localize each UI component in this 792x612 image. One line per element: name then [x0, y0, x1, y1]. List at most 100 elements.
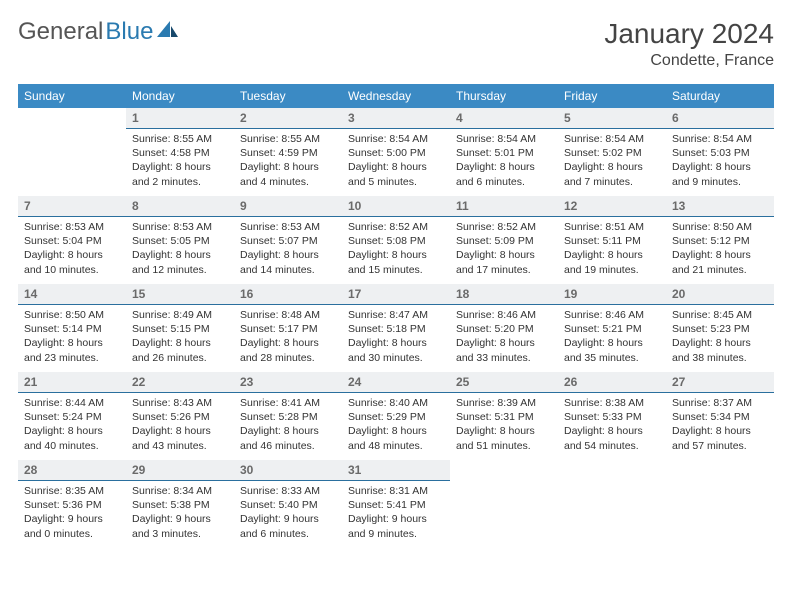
sunrise-line: Sunrise: 8:38 AM: [564, 396, 660, 410]
sunrise-line: Sunrise: 8:40 AM: [348, 396, 444, 410]
sail-icon: [157, 18, 179, 46]
day-number: 5: [558, 108, 666, 129]
day-body: Sunrise: 8:53 AMSunset: 5:07 PMDaylight:…: [234, 217, 342, 283]
sunset-line: Sunset: 5:11 PM: [564, 234, 660, 248]
day-number: 4: [450, 108, 558, 129]
calendar-cell: 3Sunrise: 8:54 AMSunset: 5:00 PMDaylight…: [342, 108, 450, 196]
sunset-line: Sunset: 5:04 PM: [24, 234, 120, 248]
daylight-line: Daylight: 8 hours and 2 minutes.: [132, 160, 228, 188]
sunrise-line: Sunrise: 8:48 AM: [240, 308, 336, 322]
sunrise-line: Sunrise: 8:50 AM: [672, 220, 768, 234]
calendar-cell: 13Sunrise: 8:50 AMSunset: 5:12 PMDayligh…: [666, 196, 774, 284]
sunset-line: Sunset: 4:59 PM: [240, 146, 336, 160]
day-number: 19: [558, 284, 666, 305]
daylight-line: Daylight: 8 hours and 19 minutes.: [564, 248, 660, 276]
day-body: Sunrise: 8:47 AMSunset: 5:18 PMDaylight:…: [342, 305, 450, 371]
sunset-line: Sunset: 5:23 PM: [672, 322, 768, 336]
day-body: Sunrise: 8:40 AMSunset: 5:29 PMDaylight:…: [342, 393, 450, 459]
daylight-line: Daylight: 8 hours and 46 minutes.: [240, 424, 336, 452]
calendar-row: 28Sunrise: 8:35 AMSunset: 5:36 PMDayligh…: [18, 460, 774, 548]
sunrise-line: Sunrise: 8:33 AM: [240, 484, 336, 498]
calendar-cell: [450, 460, 558, 548]
calendar-row: 1Sunrise: 8:55 AMSunset: 4:58 PMDaylight…: [18, 108, 774, 196]
sunset-line: Sunset: 5:28 PM: [240, 410, 336, 424]
day-body: Sunrise: 8:50 AMSunset: 5:12 PMDaylight:…: [666, 217, 774, 283]
month-title: January 2024: [604, 18, 774, 50]
calendar-cell: [666, 460, 774, 548]
daylight-line: Daylight: 8 hours and 57 minutes.: [672, 424, 768, 452]
calendar-cell: 30Sunrise: 8:33 AMSunset: 5:40 PMDayligh…: [234, 460, 342, 548]
weekday-header: Friday: [558, 84, 666, 108]
sunset-line: Sunset: 5:24 PM: [24, 410, 120, 424]
daylight-line: Daylight: 8 hours and 9 minutes.: [672, 160, 768, 188]
day-body: Sunrise: 8:52 AMSunset: 5:09 PMDaylight:…: [450, 217, 558, 283]
sunrise-line: Sunrise: 8:46 AM: [564, 308, 660, 322]
calendar-cell: 10Sunrise: 8:52 AMSunset: 5:08 PMDayligh…: [342, 196, 450, 284]
calendar-cell: 20Sunrise: 8:45 AMSunset: 5:23 PMDayligh…: [666, 284, 774, 372]
day-number: 18: [450, 284, 558, 305]
calendar-cell: 31Sunrise: 8:31 AMSunset: 5:41 PMDayligh…: [342, 460, 450, 548]
daylight-line: Daylight: 8 hours and 43 minutes.: [132, 424, 228, 452]
sunrise-line: Sunrise: 8:35 AM: [24, 484, 120, 498]
weekday-header: Monday: [126, 84, 234, 108]
calendar-cell: 23Sunrise: 8:41 AMSunset: 5:28 PMDayligh…: [234, 372, 342, 460]
daylight-line: Daylight: 9 hours and 6 minutes.: [240, 512, 336, 540]
day-body: Sunrise: 8:53 AMSunset: 5:04 PMDaylight:…: [18, 217, 126, 283]
calendar-cell: 29Sunrise: 8:34 AMSunset: 5:38 PMDayligh…: [126, 460, 234, 548]
day-number: 13: [666, 196, 774, 217]
sunrise-line: Sunrise: 8:55 AM: [132, 132, 228, 146]
calendar-cell: [558, 460, 666, 548]
sunrise-line: Sunrise: 8:54 AM: [672, 132, 768, 146]
day-body: Sunrise: 8:38 AMSunset: 5:33 PMDaylight:…: [558, 393, 666, 459]
day-number: 16: [234, 284, 342, 305]
sunrise-line: Sunrise: 8:41 AM: [240, 396, 336, 410]
day-number: 24: [342, 372, 450, 393]
calendar-cell: 7Sunrise: 8:53 AMSunset: 5:04 PMDaylight…: [18, 196, 126, 284]
day-body: Sunrise: 8:55 AMSunset: 4:58 PMDaylight:…: [126, 129, 234, 195]
daylight-line: Daylight: 8 hours and 10 minutes.: [24, 248, 120, 276]
day-body: Sunrise: 8:50 AMSunset: 5:14 PMDaylight:…: [18, 305, 126, 371]
day-body: Sunrise: 8:53 AMSunset: 5:05 PMDaylight:…: [126, 217, 234, 283]
sunset-line: Sunset: 5:15 PM: [132, 322, 228, 336]
sunrise-line: Sunrise: 8:55 AM: [240, 132, 336, 146]
daylight-line: Daylight: 8 hours and 51 minutes.: [456, 424, 552, 452]
calendar-cell: 24Sunrise: 8:40 AMSunset: 5:29 PMDayligh…: [342, 372, 450, 460]
calendar-cell: 21Sunrise: 8:44 AMSunset: 5:24 PMDayligh…: [18, 372, 126, 460]
daylight-line: Daylight: 9 hours and 9 minutes.: [348, 512, 444, 540]
daylight-line: Daylight: 8 hours and 15 minutes.: [348, 248, 444, 276]
day-body: Sunrise: 8:51 AMSunset: 5:11 PMDaylight:…: [558, 217, 666, 283]
sunrise-line: Sunrise: 8:54 AM: [456, 132, 552, 146]
daylight-line: Daylight: 8 hours and 4 minutes.: [240, 160, 336, 188]
daylight-line: Daylight: 8 hours and 38 minutes.: [672, 336, 768, 364]
location: Condette, France: [604, 52, 774, 70]
day-body: Sunrise: 8:52 AMSunset: 5:08 PMDaylight:…: [342, 217, 450, 283]
calendar-cell: 11Sunrise: 8:52 AMSunset: 5:09 PMDayligh…: [450, 196, 558, 284]
logo: GeneralBlue: [18, 18, 179, 46]
daylight-line: Daylight: 8 hours and 35 minutes.: [564, 336, 660, 364]
sunset-line: Sunset: 5:07 PM: [240, 234, 336, 248]
sunset-line: Sunset: 4:58 PM: [132, 146, 228, 160]
day-body: Sunrise: 8:41 AMSunset: 5:28 PMDaylight:…: [234, 393, 342, 459]
calendar-row: 7Sunrise: 8:53 AMSunset: 5:04 PMDaylight…: [18, 196, 774, 284]
sunset-line: Sunset: 5:34 PM: [672, 410, 768, 424]
sunset-line: Sunset: 5:00 PM: [348, 146, 444, 160]
sunset-line: Sunset: 5:18 PM: [348, 322, 444, 336]
sunset-line: Sunset: 5:02 PM: [564, 146, 660, 160]
day-number: 1: [126, 108, 234, 129]
sunrise-line: Sunrise: 8:44 AM: [24, 396, 120, 410]
day-number: 21: [18, 372, 126, 393]
day-number: 31: [342, 460, 450, 481]
calendar-cell: 14Sunrise: 8:50 AMSunset: 5:14 PMDayligh…: [18, 284, 126, 372]
daylight-line: Daylight: 8 hours and 48 minutes.: [348, 424, 444, 452]
calendar-cell: 6Sunrise: 8:54 AMSunset: 5:03 PMDaylight…: [666, 108, 774, 196]
daylight-line: Daylight: 9 hours and 0 minutes.: [24, 512, 120, 540]
day-body: Sunrise: 8:44 AMSunset: 5:24 PMDaylight:…: [18, 393, 126, 459]
weekday-header: Tuesday: [234, 84, 342, 108]
day-body: Sunrise: 8:39 AMSunset: 5:31 PMDaylight:…: [450, 393, 558, 459]
sunrise-line: Sunrise: 8:49 AM: [132, 308, 228, 322]
sunset-line: Sunset: 5:36 PM: [24, 498, 120, 512]
daylight-line: Daylight: 8 hours and 14 minutes.: [240, 248, 336, 276]
sunset-line: Sunset: 5:14 PM: [24, 322, 120, 336]
day-number: 26: [558, 372, 666, 393]
day-body: Sunrise: 8:43 AMSunset: 5:26 PMDaylight:…: [126, 393, 234, 459]
